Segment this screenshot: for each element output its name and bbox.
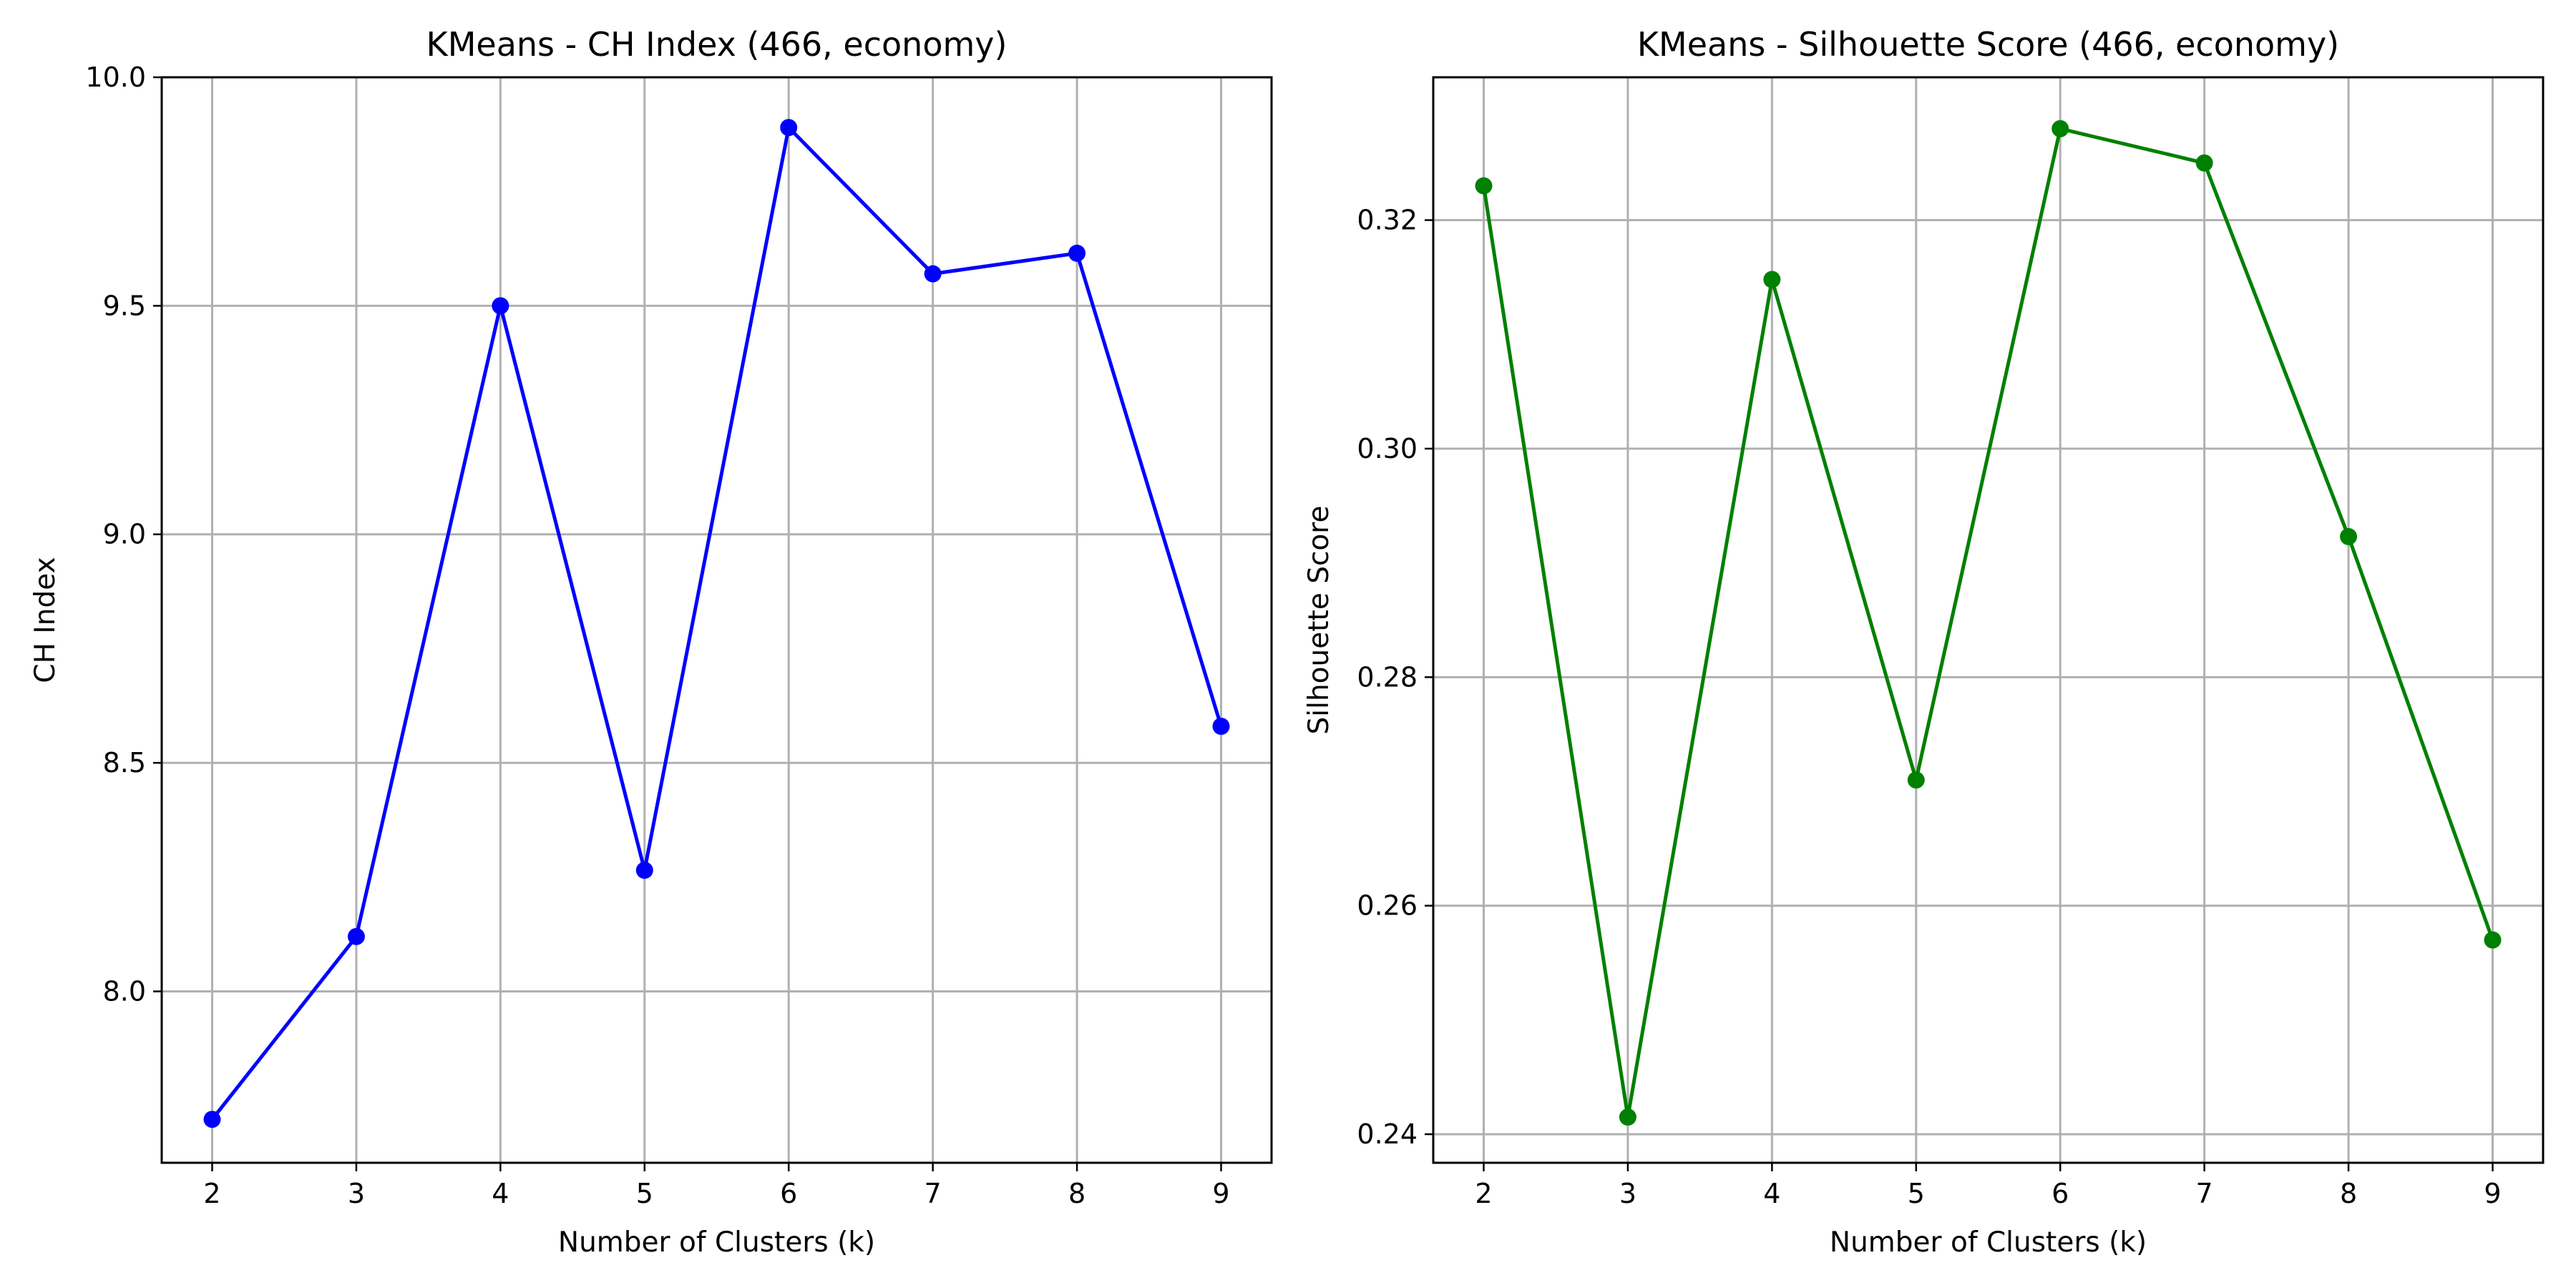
chart-1-x-tick-label: 2 xyxy=(203,1178,220,1209)
chart-2-y-tick-label: 0.32 xyxy=(1357,205,1418,236)
chart-2-x-tick-label: 8 xyxy=(2340,1178,2357,1209)
chart-1-data-point xyxy=(1068,244,1086,262)
chart-1-y-tick-label: 9.0 xyxy=(103,519,146,550)
chart-1-x-tick-label: 8 xyxy=(1068,1178,1085,1209)
chart-1-data-point xyxy=(780,119,798,137)
chart-2-data-point xyxy=(1619,1108,1636,1126)
chart-1-plot-frame xyxy=(160,76,1273,1164)
chart-1-data-point xyxy=(635,862,653,879)
chart-2-x-tick-label: 3 xyxy=(1619,1178,1636,1209)
chart-1-x-tick-label: 3 xyxy=(348,1178,365,1209)
chart-2-data-point xyxy=(2340,527,2358,545)
chart-2-data-point xyxy=(2051,119,2069,137)
chart-1-x-tick-label: 6 xyxy=(780,1178,797,1209)
chart-2-x-tick-label: 9 xyxy=(2484,1178,2501,1209)
chart-1-x-axis-label: Number of Clusters (k) xyxy=(558,1226,875,1259)
chart-2-x-tick-label: 5 xyxy=(1908,1178,1925,1209)
chart-2-y-axis-label: Silhouette Score xyxy=(1303,506,1335,735)
chart-2-x-tick-label: 4 xyxy=(1763,1178,1780,1209)
chart-1-data-point xyxy=(924,265,942,283)
chart-2-data-point xyxy=(1475,177,1493,195)
chart-2-x-tick-label: 6 xyxy=(2051,1178,2069,1209)
chart-1-y-tick-label: 10.0 xyxy=(85,62,146,93)
chart-1-y-tick-label: 8.5 xyxy=(103,747,146,779)
chart-1-x-tick-label: 4 xyxy=(492,1178,509,1209)
chart-2-series-line xyxy=(1482,127,2494,1119)
chart-1-x-tick-label: 7 xyxy=(924,1178,942,1209)
chart-2-y-tick-label: 0.24 xyxy=(1357,1118,1418,1150)
chart-2-data-point xyxy=(2484,931,2502,949)
chart-2-x-axis-label: Number of Clusters (k) xyxy=(1830,1226,2147,1259)
chart-1-x-tick-label: 5 xyxy=(636,1178,653,1209)
chart-2-y-tick-label: 0.28 xyxy=(1357,661,1418,693)
chart-1-title: KMeans - CH Index (466, economy) xyxy=(426,25,1008,64)
chart-2-title: KMeans - Silhouette Score (466, economy) xyxy=(1637,25,2339,64)
chart-2-data-point xyxy=(2195,154,2213,172)
chart-panel-2: 2 3 4 5 6 7 8 9 0.24 0.26 0.28 0.30 0.32 KMeans - Sil… xyxy=(1303,25,2545,1259)
chart-1-data-point xyxy=(1212,718,1230,736)
chart-panel-1: 2 3 4 5 6 7 8 9 8.0 8.5 9.0 9.5 10.0 KMeans - CH Inde… xyxy=(29,25,1273,1259)
chart-1-y-axis-label: CH Index xyxy=(29,557,62,683)
chart-2-y-tick-label: 0.26 xyxy=(1357,890,1418,922)
chart-2-plot-frame xyxy=(1432,76,2545,1164)
chart-1-data-point xyxy=(347,927,365,945)
chart-1-x-tick-label: 9 xyxy=(1212,1178,1229,1209)
chart-2-data-point xyxy=(1907,771,1925,789)
chart-2-x-tick-label: 2 xyxy=(1475,1178,1492,1209)
chart-1-y-tick-label: 9.5 xyxy=(103,290,146,321)
chart-1-data-point xyxy=(492,297,509,315)
chart-2-y-tick-label: 0.30 xyxy=(1357,433,1418,464)
chart-1-y-tick-label: 8.0 xyxy=(103,975,146,1007)
chart-1-data-point xyxy=(203,1111,221,1128)
chart-2-data-point xyxy=(1763,270,1781,288)
chart-1-series-line xyxy=(210,125,1223,1121)
chart-2-x-tick-label: 7 xyxy=(2196,1178,2213,1209)
